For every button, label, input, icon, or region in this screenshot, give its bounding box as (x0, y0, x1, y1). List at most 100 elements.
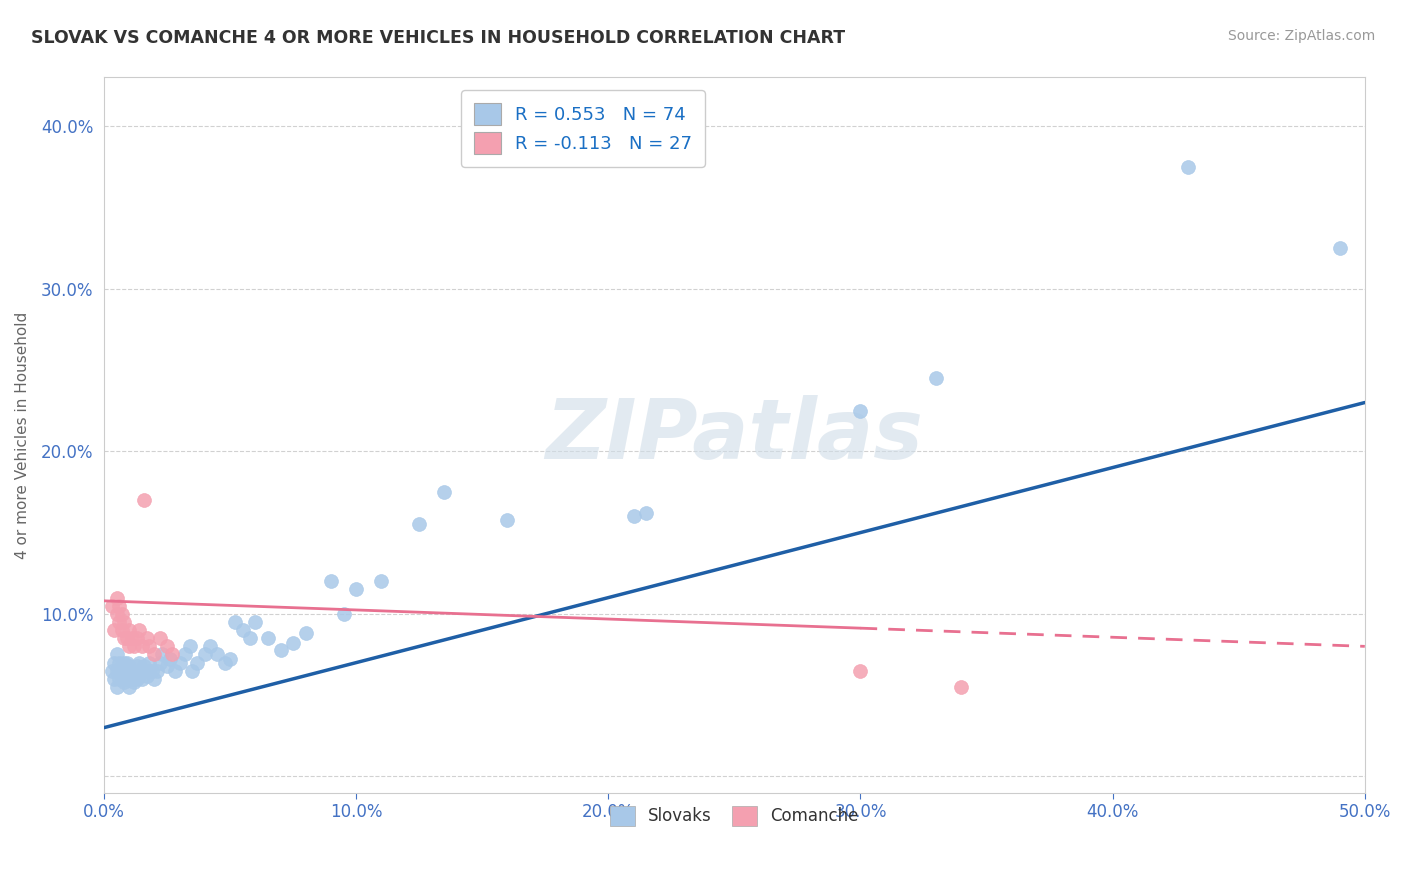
Point (131, 664, 153, 678)
Point (138, 656, 160, 670)
Point (623, 509, 645, 524)
Point (100, 599, 122, 613)
Point (245, 615, 267, 629)
Point (135, 632, 157, 646)
Point (108, 664, 131, 678)
Point (115, 664, 138, 678)
Point (108, 599, 131, 613)
Point (105, 680, 128, 694)
Point (138, 640, 160, 654)
Point (134, 493, 156, 508)
Point (186, 656, 208, 670)
Point (115, 632, 138, 646)
Point (433, 485, 456, 500)
Point (294, 626, 316, 640)
Point (111, 664, 134, 678)
Point (100, 664, 122, 678)
Point (112, 668, 135, 682)
Point (408, 517, 430, 532)
Point (118, 668, 141, 682)
Point (173, 648, 195, 662)
Point (270, 642, 292, 657)
Point (112, 615, 135, 629)
Point (112, 632, 135, 646)
Point (131, 640, 153, 654)
Point (125, 658, 148, 673)
Text: SLOVAK VS COMANCHE 4 OR MORE VEHICLES IN HOUSEHOLD CORRELATION CHART: SLOVAK VS COMANCHE 4 OR MORE VEHICLES IN… (31, 29, 845, 46)
Point (849, 403, 872, 417)
Point (111, 623, 134, 637)
Point (105, 591, 128, 605)
Y-axis label: 4 or more Vehicles in Household: 4 or more Vehicles in Household (15, 311, 30, 558)
Point (370, 574, 392, 589)
Point (118, 640, 141, 654)
Point (925, 371, 948, 385)
Point (636, 506, 658, 520)
Point (124, 665, 146, 680)
Point (105, 664, 128, 678)
Point (124, 675, 146, 690)
Point (131, 672, 153, 686)
Point (150, 648, 173, 662)
Point (156, 640, 179, 654)
Point (219, 652, 242, 666)
Point (146, 664, 169, 678)
Point (319, 574, 342, 589)
Point (112, 675, 135, 690)
Point (111, 607, 134, 621)
Point (112, 656, 135, 670)
Point (179, 640, 201, 654)
Point (105, 648, 128, 662)
Point (118, 623, 141, 637)
Point (496, 512, 519, 526)
Point (121, 632, 143, 646)
Point (103, 672, 125, 686)
Point (344, 582, 367, 597)
Legend: Slovaks, Comanche: Slovaks, Comanche (602, 797, 868, 834)
Point (115, 656, 138, 670)
Point (849, 664, 872, 678)
Point (138, 664, 160, 678)
Point (207, 648, 229, 662)
Point (281, 636, 304, 650)
Point (198, 640, 221, 654)
Point (169, 656, 191, 670)
Point (1329, 241, 1351, 255)
Point (156, 658, 179, 673)
Point (111, 672, 134, 686)
Point (111, 658, 134, 673)
Point (257, 632, 280, 646)
Point (232, 623, 254, 637)
Point (121, 672, 143, 686)
Point (118, 658, 141, 673)
Point (115, 672, 138, 686)
Point (1177, 160, 1199, 174)
Point (148, 656, 170, 670)
Point (141, 664, 163, 678)
Point (125, 632, 148, 646)
Point (124, 640, 146, 654)
Point (332, 607, 354, 621)
Point (108, 672, 131, 686)
Point (148, 632, 170, 646)
Point (128, 656, 150, 670)
Point (143, 648, 166, 662)
Point (103, 656, 125, 670)
Point (224, 615, 246, 629)
Point (118, 680, 141, 694)
Point (108, 615, 131, 629)
Point (160, 648, 183, 662)
Point (143, 672, 166, 686)
Text: Source: ZipAtlas.com: Source: ZipAtlas.com (1227, 29, 1375, 43)
Point (103, 623, 125, 637)
Point (239, 632, 262, 646)
Point (108, 656, 131, 670)
Point (134, 658, 156, 673)
Point (121, 664, 143, 678)
Point (181, 664, 204, 678)
Point (194, 648, 217, 662)
Point (163, 664, 186, 678)
Point (105, 607, 128, 621)
Point (950, 680, 973, 694)
Text: ZIPatlas: ZIPatlas (546, 394, 924, 475)
